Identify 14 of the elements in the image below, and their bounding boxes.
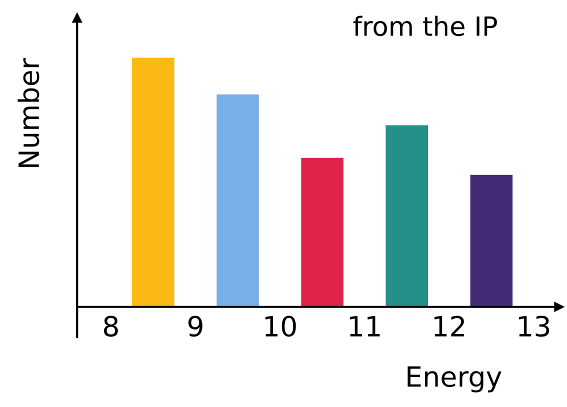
bar <box>386 125 428 307</box>
x-tick-label: 10 <box>265 316 296 337</box>
x-tick-label: 11 <box>350 316 380 336</box>
x-axis-title: Energy <box>408 366 502 392</box>
x-tick-label: 13 <box>519 316 550 337</box>
x-tick-label: 12 <box>434 316 464 336</box>
x-tick-label: 9 <box>188 316 202 337</box>
bar <box>216 94 259 307</box>
x-tick-label: 8 <box>104 316 118 337</box>
y-axis-title: Number <box>18 58 40 168</box>
text: from the IP <box>353 16 497 36</box>
bar <box>132 58 174 307</box>
bar <box>470 174 513 307</box>
bar <box>301 158 344 307</box>
